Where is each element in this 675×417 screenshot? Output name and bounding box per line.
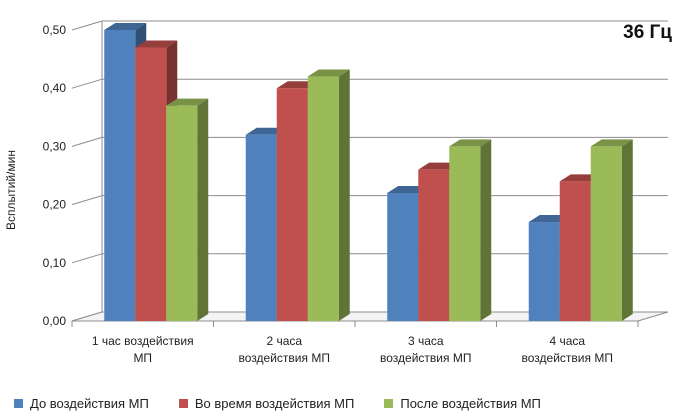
bar-side [621, 139, 633, 321]
bar-top [449, 139, 492, 147]
bar-front [418, 169, 450, 321]
x-tick-label: воздействия МП [380, 351, 471, 365]
chart-annotation: 36 Гц [623, 22, 672, 43]
bar-front [276, 88, 308, 321]
x-tick-label: 3 часа [408, 334, 444, 348]
gridline-side [71, 253, 103, 264]
x-tick-label: воздействия МП [239, 351, 330, 365]
bar-side [480, 139, 492, 321]
legend-item: До воздействия МП [14, 396, 149, 411]
bar-top [104, 23, 147, 30]
bar-top [135, 40, 178, 48]
legend: До воздействия МП Во время воздействия МП… [14, 396, 541, 411]
bar-front [307, 76, 339, 321]
bar-front [135, 47, 167, 322]
y-tick-label: 0,00 [43, 314, 67, 328]
legend-label: Во время воздействия МП [194, 396, 355, 411]
y-axis-label: Всплытий/мин [4, 150, 18, 230]
bar [166, 98, 209, 321]
bar-front [387, 192, 419, 321]
x-tick-label: 1 час воздействия [92, 334, 194, 348]
gridline-side [71, 195, 103, 206]
legend-swatch [14, 399, 23, 408]
y-tick-label: 0,20 [43, 198, 67, 212]
gridline-side [71, 78, 103, 89]
bar-top [307, 69, 350, 77]
bar-front [104, 30, 136, 321]
x-tick-label: воздействия МП [522, 351, 613, 365]
tick-labels: 0,00 0,10 0,20 0,30 0,40 0,50 1 час воздействи… [43, 23, 613, 365]
bar [307, 69, 350, 321]
bars [104, 23, 633, 322]
legend-swatch [384, 399, 394, 408]
bar-front [245, 134, 277, 321]
bar-front [449, 146, 481, 321]
bar [590, 139, 633, 321]
x-tick-label: МП [133, 351, 152, 365]
gridline-side [71, 136, 103, 147]
legend-item: После воздействия МП [384, 396, 541, 411]
bar-side [197, 98, 209, 321]
bar [449, 139, 492, 321]
bar-top [590, 139, 633, 147]
legend-swatch [178, 399, 188, 408]
y-tick-label: 0,10 [43, 256, 67, 270]
bar-chart: 0,00 0,10 0,20 0,30 0,40 0,50 1 час воздействи… [4, 20, 672, 365]
y-tick-label: 0,30 [43, 139, 67, 153]
legend-item: Во время воздействия МП [178, 396, 355, 411]
x-tick-label: 4 часа [549, 334, 585, 348]
bar-front [166, 105, 198, 321]
y-tick-label: 0,50 [43, 23, 67, 37]
y-tick-label: 0,40 [43, 81, 67, 95]
bar-side [338, 69, 350, 321]
bar-front [559, 181, 591, 321]
bar-front [528, 222, 560, 321]
legend-label: После воздействия МП [400, 396, 541, 411]
x-tick-label: 2 часа [266, 334, 302, 348]
legend-label: До воздействия МП [30, 396, 149, 411]
gridline-side [71, 20, 103, 31]
bar-front [590, 146, 622, 321]
bar-top [166, 98, 209, 106]
